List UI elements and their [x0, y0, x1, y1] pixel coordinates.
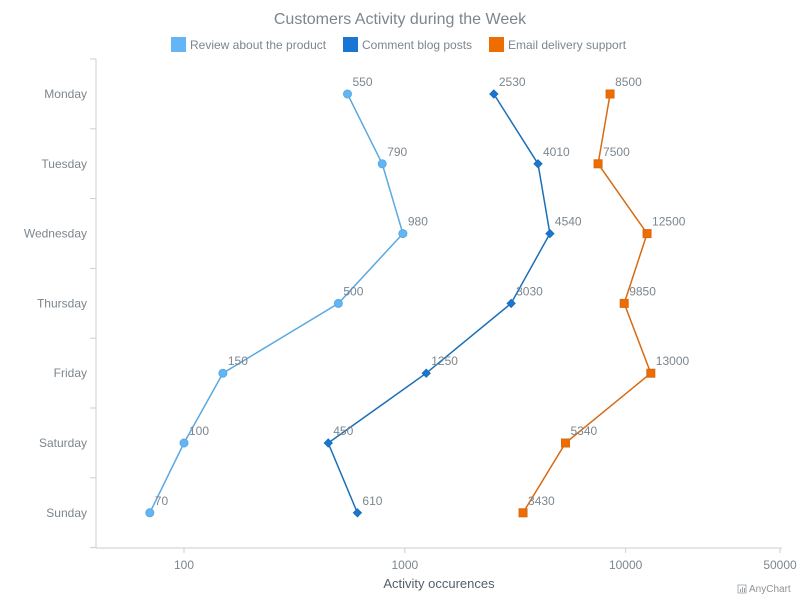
series-line	[149, 93, 404, 514]
data-point[interactable]	[377, 159, 387, 169]
data-point[interactable]	[545, 228, 555, 239]
legend-item-3[interactable]: Email delivery support	[489, 37, 627, 52]
data-label: 100	[189, 424, 209, 438]
data-label: 13000	[656, 354, 690, 368]
data-label: 9850	[629, 284, 656, 298]
data-label: 610	[362, 494, 382, 508]
data-label: 980	[408, 215, 428, 229]
data-point[interactable]	[323, 438, 333, 448]
data-label: 12500	[652, 215, 686, 229]
legend-swatch	[171, 37, 186, 52]
series-1: 550 790 980 500 150 100 70	[145, 75, 428, 518]
legend-label: Email delivery support	[508, 38, 627, 52]
y-axis-ticks	[90, 58, 96, 549]
series-2: 2530 4010 4540 3030 1250 450 610	[323, 75, 582, 518]
series-line	[327, 93, 551, 514]
data-point[interactable]	[518, 508, 528, 518]
data-label: 790	[387, 145, 407, 159]
data-label: 4010	[543, 145, 570, 159]
x-axis-labels: 100 1000 10000 50000	[174, 558, 797, 572]
data-label: 550	[352, 75, 372, 89]
data-point[interactable]	[593, 159, 603, 169]
data-point[interactable]	[421, 368, 431, 378]
legend-label: Review about the product	[190, 38, 327, 52]
data-label: 3030	[516, 284, 543, 298]
x-tick-label: 50000	[763, 558, 797, 572]
data-point[interactable]	[342, 89, 352, 99]
axes: Monday Tuesday Wednesday Thursday Friday Satu…	[24, 58, 797, 591]
data-point[interactable]	[605, 89, 615, 99]
data-label: 70	[155, 494, 169, 508]
x-axis-ticks	[183, 548, 781, 553]
data-label: 3430	[528, 494, 555, 508]
y-tick-label: Monday	[44, 87, 87, 101]
data-point[interactable]	[646, 368, 656, 378]
y-tick-label: Friday	[54, 366, 87, 380]
y-tick-label: Thursday	[37, 296, 87, 310]
data-label: 150	[228, 354, 248, 368]
x-tick-label: 100	[174, 558, 194, 572]
legend: Review about the product Comment blog pos…	[171, 37, 627, 52]
y-tick-label: Tuesday	[41, 157, 87, 171]
data-point[interactable]	[489, 89, 499, 99]
legend-item-1[interactable]: Review about the product	[171, 37, 327, 52]
plot-area: 550 790 980 500 150 100 70 2530 4010 4540 3030 1250…	[145, 75, 690, 518]
data-label: 5340	[570, 424, 597, 438]
data-point[interactable]	[145, 508, 155, 518]
data-point[interactable]	[506, 298, 516, 309]
y-tick-label: Saturday	[39, 436, 87, 450]
data-label: 7500	[603, 145, 630, 159]
data-point[interactable]	[533, 159, 543, 169]
chart-title: Customers Activity during the Week	[274, 11, 527, 28]
legend-label: Comment blog posts	[362, 38, 472, 52]
anychart-logo-icon	[737, 584, 747, 594]
data-label: 2530	[499, 75, 526, 89]
legend-swatch	[343, 37, 358, 52]
data-point[interactable]	[333, 298, 343, 308]
y-tick-label: Sunday	[46, 506, 87, 520]
y-tick-label: Wednesday	[24, 227, 87, 241]
data-point[interactable]	[352, 508, 363, 518]
data-point[interactable]	[218, 368, 228, 378]
data-point[interactable]	[179, 438, 189, 448]
credits[interactable]: AnyChart	[737, 584, 791, 595]
credits-label[interactable]: AnyChart	[749, 584, 791, 595]
x-tick-label: 1000	[391, 558, 418, 572]
data-point[interactable]	[619, 298, 629, 308]
data-label: 1250	[431, 354, 458, 368]
data-label: 4540	[555, 215, 582, 229]
data-point[interactable]	[560, 438, 570, 448]
x-axis-title: Activity occurences	[383, 576, 495, 591]
data-label: 450	[333, 424, 353, 438]
y-axis-labels: Monday Tuesday Wednesday Thursday Friday Satu…	[24, 87, 87, 520]
data-point[interactable]	[398, 229, 408, 239]
legend-item-2[interactable]: Comment blog posts	[343, 37, 472, 52]
x-tick-label: 10000	[609, 558, 643, 572]
series-3: 8500 7500 12500 9850 13000 5340 3430	[518, 75, 690, 518]
data-label: 500	[343, 284, 363, 298]
data-point[interactable]	[642, 229, 652, 239]
data-label: 8500	[615, 75, 642, 89]
legend-swatch	[489, 37, 504, 52]
